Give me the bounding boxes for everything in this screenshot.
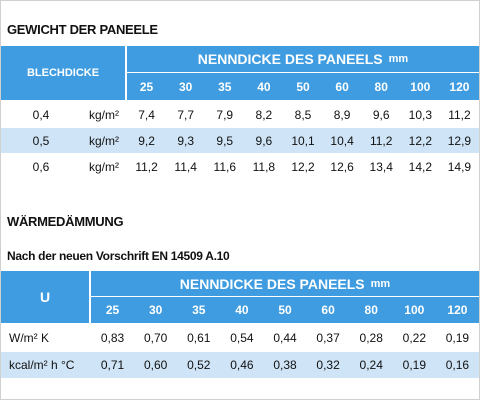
section-title: GEWICHT DER PANEELE xyxy=(7,21,158,37)
value-cell: 0,46 xyxy=(230,358,254,372)
row-label: W/m² K xyxy=(9,331,49,345)
value-cell: 14,9 xyxy=(447,159,472,174)
row-header: BLECHDICKE xyxy=(1,46,125,100)
value-cell: 12,2 xyxy=(291,159,315,174)
group-header-cell: NENNDICKE DES PANEELS mm xyxy=(91,271,479,296)
section-title: WÄRMEDÄMMUNG xyxy=(7,213,124,229)
section-subtitle: Nach der neuen Vorschrift EN 14509 A.10 xyxy=(7,249,230,263)
row-label: 0,4 xyxy=(32,107,50,122)
value-cell: 0,38 xyxy=(273,358,297,372)
value-cell: 8,5 xyxy=(294,107,312,122)
value-cell: 9,5 xyxy=(216,133,234,148)
group-header-cell: NENNDICKE DES PANEELS mm xyxy=(127,46,479,72)
value-cell: 0,83 xyxy=(100,331,125,345)
value-cell: 10,1 xyxy=(291,133,315,148)
value-cell: 13,4 xyxy=(369,159,393,174)
value-cell: 7,4 xyxy=(138,107,155,122)
value-cell: 12,9 xyxy=(447,133,472,148)
value-cell: 9,2 xyxy=(138,133,155,148)
column-header: 25 xyxy=(127,73,167,100)
group-header: NENNDICKE DES PANEELS xyxy=(197,51,383,67)
value-cell: 9,6 xyxy=(255,133,273,148)
value-cell: 0,19 xyxy=(445,331,470,345)
value-cell: 7,7 xyxy=(177,107,194,122)
column-header: 50 xyxy=(263,297,307,323)
column-header: 80 xyxy=(361,73,401,100)
value-cell: 9,3 xyxy=(177,133,194,148)
value-cell: 12,6 xyxy=(330,159,354,174)
value-cell: 11,2 xyxy=(135,159,158,174)
row-unit: kg/m² xyxy=(89,107,119,122)
value-cell: 0,71 xyxy=(100,358,125,372)
column-header: 120 xyxy=(435,297,479,323)
column-header: 35 xyxy=(177,297,221,323)
value-cell: 11,2 xyxy=(448,107,471,122)
value-cell: 7,9 xyxy=(216,107,234,122)
value-cell: 0,37 xyxy=(316,331,340,345)
value-cell: 0,61 xyxy=(187,331,211,345)
value-cell: 8,9 xyxy=(333,107,351,122)
row-band xyxy=(1,128,479,153)
value-cell: 0,19 xyxy=(402,358,426,372)
value-cell: 11,8 xyxy=(252,159,276,174)
column-header: 80 xyxy=(349,297,393,323)
value-cell: 8,2 xyxy=(255,107,273,122)
column-header: 40 xyxy=(244,73,284,100)
column-header: 35 xyxy=(205,73,245,100)
value-cell: 0,24 xyxy=(359,358,383,372)
column-header: 50 xyxy=(283,73,323,100)
column-header: 60 xyxy=(306,297,350,323)
value-cell: 10,4 xyxy=(330,133,354,148)
row-unit: kg/m² xyxy=(89,133,119,148)
row-header: U xyxy=(1,271,89,323)
value-cell: 11,4 xyxy=(174,159,197,174)
value-cell: 0,22 xyxy=(402,331,426,345)
row-band xyxy=(1,352,479,378)
column-header: 25 xyxy=(91,297,135,323)
group-unit: mm xyxy=(370,277,391,290)
column-header: 120 xyxy=(439,73,479,100)
value-cell: 0,44 xyxy=(273,331,297,345)
row-label: kcal/m² h °C xyxy=(9,358,75,372)
value-cell: 0,52 xyxy=(187,358,211,372)
column-header: 30 xyxy=(134,297,178,323)
value-cell: 9,6 xyxy=(372,107,390,122)
value-cell: 0,32 xyxy=(316,358,340,372)
value-cell: 0,16 xyxy=(445,358,470,372)
value-cell: 11,6 xyxy=(213,159,236,174)
value-cell: 14,2 xyxy=(408,159,432,174)
value-cell: 11,2 xyxy=(369,133,393,148)
column-header: 60 xyxy=(322,73,362,100)
value-cell: 0,70 xyxy=(143,331,168,345)
column-header: 100 xyxy=(392,297,436,323)
row-unit: kg/m² xyxy=(89,159,119,174)
column-header: 40 xyxy=(220,297,264,323)
value-cell: 0,28 xyxy=(359,331,383,345)
value-cell: 0,54 xyxy=(230,331,254,345)
value-cell: 0,60 xyxy=(143,358,168,372)
group-header: NENNDICKE DES PANEELS xyxy=(179,275,365,292)
column-header: 100 xyxy=(400,73,440,100)
row-label: 0,5 xyxy=(32,133,50,148)
row-label: 0,6 xyxy=(32,159,50,174)
group-unit: mm xyxy=(388,53,409,65)
value-cell: 12,2 xyxy=(408,133,432,148)
value-cell: 10,3 xyxy=(408,107,432,122)
column-header: 30 xyxy=(166,73,206,100)
